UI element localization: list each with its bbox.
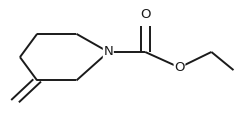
- Text: O: O: [139, 8, 150, 21]
- Text: N: N: [103, 45, 113, 58]
- Text: O: O: [174, 61, 184, 74]
